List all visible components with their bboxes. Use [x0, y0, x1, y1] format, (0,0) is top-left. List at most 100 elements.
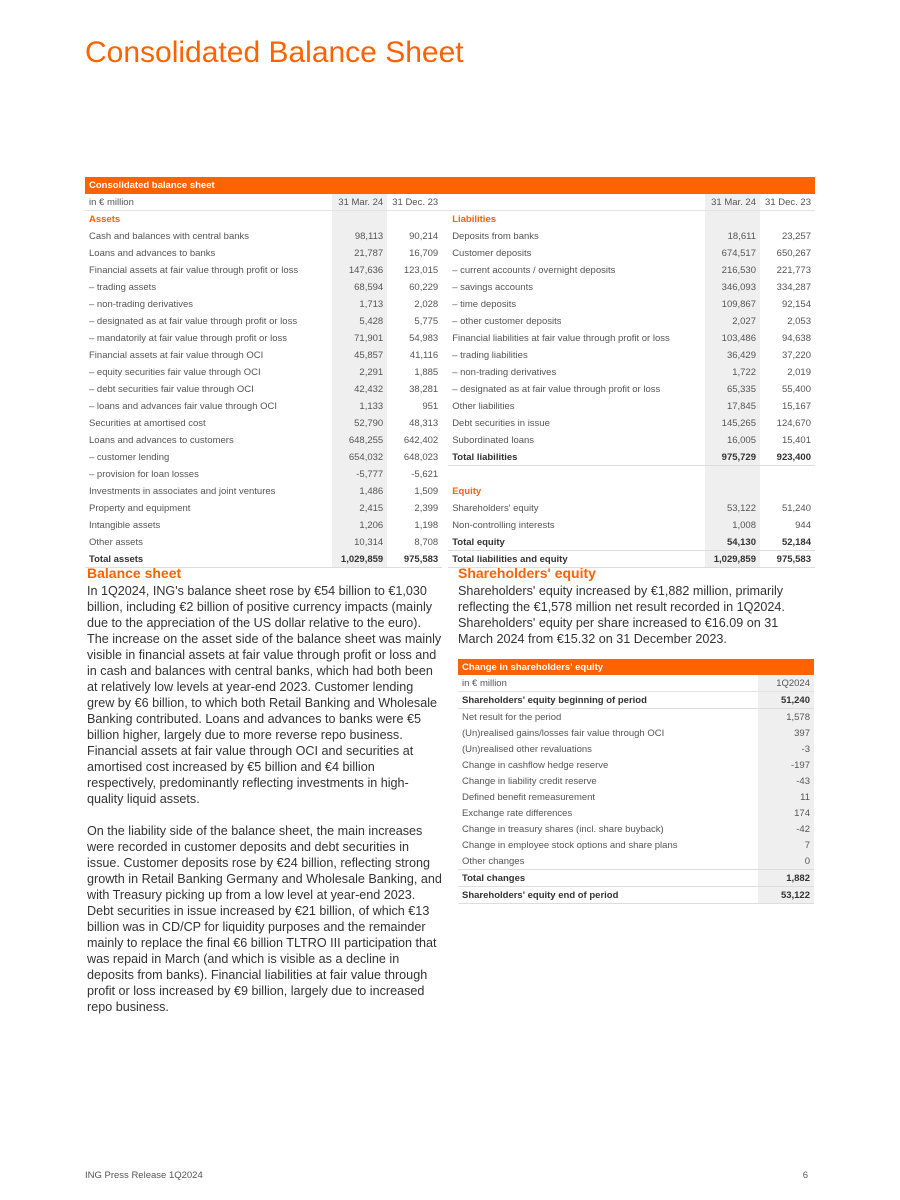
- row-label: – mandatorily at fair value through prof…: [89, 332, 288, 344]
- row-label: Financial liabilities at fair value thro…: [452, 332, 670, 344]
- value-31-mar-24: 1,029,859: [332, 550, 388, 568]
- row-value: -197: [758, 757, 814, 773]
- value-31-dec-23: 2,019: [787, 366, 811, 378]
- value-31-dec-23: [760, 211, 815, 228]
- table-row: – customer lending 654,032 648,023 Total li…: [85, 448, 815, 466]
- value-31-dec-23: 60,229: [409, 281, 439, 293]
- column-header: 1Q2024: [758, 675, 814, 692]
- value-31-mar-24: 2,291: [332, 363, 388, 381]
- table-row: Defined benefit remeasurement 11: [458, 789, 814, 805]
- value-31-dec-23: 923,400: [760, 448, 815, 466]
- row-label: Cash and balances with central banks: [89, 230, 250, 242]
- row-value: 1,578: [758, 708, 814, 725]
- unit-label: in € million: [458, 675, 758, 692]
- row-label: Change in liability credit reserve: [462, 775, 597, 787]
- table-row: Property and equipment 2,415 2,399 Sharehol…: [85, 499, 815, 517]
- value-31-mar-24: 5,428: [332, 312, 388, 330]
- value-31-mar-24: 1,713: [332, 295, 388, 313]
- table-row: Loans and advances to customers 648,255 64…: [85, 431, 815, 449]
- row-label: – loans and advances fair value through …: [89, 400, 278, 412]
- value-31-dec-23: 8,708: [414, 536, 439, 548]
- value-31-mar-24: 16,005: [705, 431, 760, 449]
- value-31-mar-24: 2,415: [332, 499, 388, 517]
- table-row: – provision for loan losses -5,777 -5,621: [85, 465, 815, 483]
- value-31-mar-24: [705, 465, 760, 483]
- column-gap: [442, 397, 449, 415]
- value-31-dec-23: 55,400: [781, 383, 811, 395]
- column-gap: [442, 227, 449, 245]
- row-label: Customer deposits: [452, 247, 532, 259]
- value-31-mar-24: 1,722: [705, 363, 760, 381]
- value-31-dec-23: 123,015: [403, 264, 439, 276]
- value-31-dec-23: 92,154: [781, 298, 811, 310]
- value-31-dec-23: 15,167: [781, 400, 811, 412]
- column-gap: [442, 516, 449, 534]
- value-31-dec-23: 41,116: [409, 349, 439, 361]
- column-gap: [442, 482, 449, 500]
- row-label: Total changes: [458, 869, 758, 887]
- change-in-equity-table: Change in shareholders' equity in € mill…: [458, 659, 814, 904]
- column-gap: [442, 244, 449, 262]
- page-number: 6: [802, 1170, 808, 1181]
- table-row: Change in cashflow hedge reserve -197: [458, 757, 814, 773]
- column-gap: [442, 448, 449, 466]
- balance-sheet-column: Balance sheet In 1Q2024, ING's balance s…: [87, 565, 443, 1015]
- row-label: Change in cashflow hedge reserve: [462, 759, 609, 771]
- table-row: Intangible assets 1,206 1,198 Non-controlli…: [85, 516, 815, 534]
- row-label: – debt securities fair value through OCI: [89, 383, 254, 395]
- value-31-mar-24: 1,008: [705, 516, 760, 534]
- unit-label: in € million: [85, 193, 333, 211]
- column-header: 31 Dec. 23: [760, 193, 815, 211]
- row-value: 174: [758, 805, 814, 821]
- table-row: Securities at amortised cost 52,790 48,313…: [85, 414, 815, 432]
- row-label: Loans and advances to customers: [89, 434, 234, 446]
- value-31-mar-24: 65,335: [705, 380, 760, 398]
- row-label: Total liabilities and equity: [448, 550, 705, 568]
- value-31-dec-23: 2,053: [787, 315, 811, 327]
- row-label: Intangible assets: [89, 519, 161, 531]
- table-row: Investments in associates and joint vent…: [85, 482, 815, 500]
- value-31-dec-23: 1,509: [414, 485, 439, 497]
- value-31-mar-24: 21,787: [332, 244, 388, 262]
- value-31-dec-23: 38,281: [409, 383, 439, 395]
- table-row: (Un)realised other revaluations -3: [458, 741, 814, 757]
- value-31-mar-24: 216,530: [705, 261, 760, 279]
- consolidated-balance-sheet-table: Consolidated balance sheet in € million …: [85, 177, 815, 568]
- table-row: – trading assets 68,594 60,229 – savings ac…: [85, 278, 815, 296]
- row-label: (Un)realised other revaluations: [462, 743, 592, 755]
- row-label: Other liabilities: [452, 400, 515, 412]
- value-31-dec-23: 54,983: [409, 332, 439, 344]
- value-31-dec-23: 51,240: [781, 502, 811, 514]
- table-caption-row: Change in shareholders' equity: [458, 659, 814, 675]
- value-31-dec-23: 648,023: [403, 451, 439, 463]
- row-value: 51,240: [758, 691, 814, 709]
- column-gap: [442, 193, 449, 211]
- value-31-dec-23: 642,402: [403, 434, 439, 446]
- row-label: Assets: [89, 213, 121, 225]
- table-row: – loans and advances fair value through …: [85, 397, 815, 415]
- row-label: (Un)realised gains/losses fair value thr…: [462, 727, 665, 739]
- column-gap: [442, 295, 449, 313]
- row-value: 11: [758, 789, 814, 805]
- row-label: Shareholders' equity: [452, 502, 539, 514]
- table-row: Change in employee stock options and sha…: [458, 837, 814, 853]
- column-gap: [442, 533, 449, 551]
- table-row: Financial assets at fair value through p…: [85, 261, 815, 279]
- table-row: Net result for the period 1,578: [458, 708, 814, 725]
- row-label: [448, 466, 705, 483]
- column-gap: [442, 550, 449, 568]
- value-31-dec-23: 944: [795, 519, 811, 531]
- value-31-mar-24: 10,314: [332, 533, 388, 551]
- row-label: – provision for loan losses: [89, 468, 199, 480]
- row-label: – designated as at fair value through pr…: [89, 315, 298, 327]
- table-row: Financial assets at fair value through O…: [85, 346, 815, 364]
- table-row: Exchange rate differences 174: [458, 805, 814, 821]
- value-31-dec-23: 94,638: [781, 332, 811, 344]
- footer-publication: ING Press Release 1Q2024: [85, 1170, 203, 1181]
- row-value: 7: [758, 837, 814, 853]
- table-row: Total changes 1,882: [458, 869, 814, 887]
- table-row: Assets Liabilities: [85, 210, 815, 228]
- value-31-mar-24: 36,429: [705, 346, 760, 364]
- row-value: 397: [758, 725, 814, 741]
- value-31-dec-23: 975,583: [387, 550, 443, 568]
